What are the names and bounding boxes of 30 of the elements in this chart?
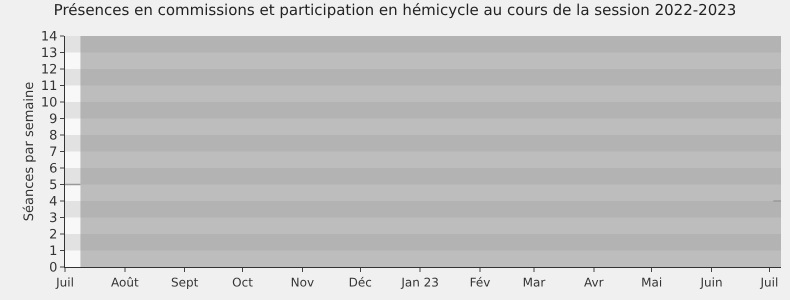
y-tick-label: 8 — [49, 128, 58, 144]
chart-title: Présences en commissions et participation en hémicycle au cours de la session 2022-2023 — [54, 1, 736, 19]
y-tick-label: 10 — [40, 96, 58, 111]
y-tick-label: 2 — [49, 228, 58, 243]
y-tick-label: 13 — [40, 46, 58, 62]
y-tick-label: 6 — [49, 162, 58, 177]
y-tick-label: 14 — [40, 30, 58, 45]
x-tick-label: Oct — [232, 275, 254, 290]
x-tick-label: Mar — [522, 275, 546, 290]
x-tick-label: Jan 23 — [400, 275, 439, 290]
x-tick-label: Août — [111, 275, 139, 290]
x-tick-label: Fév — [470, 275, 490, 290]
y-tick-label: 5 — [49, 178, 58, 194]
y-tick-label: 12 — [40, 62, 58, 78]
y-tick-label: 1 — [49, 244, 58, 260]
y-tick-label: 9 — [49, 112, 58, 128]
x-tick-label: Juil — [55, 275, 74, 290]
x-tick-label: Déc — [348, 275, 372, 290]
x-tick-label: Nov — [290, 275, 314, 290]
y-axis-title: Séances par semaine — [22, 82, 37, 222]
y-tick-label: 11 — [40, 79, 58, 94]
y-tick-label: 3 — [49, 211, 58, 226]
x-tick-label: Avr — [584, 275, 604, 290]
y-tick-label: 4 — [49, 194, 58, 210]
x-tick-label: Juil — [760, 275, 778, 290]
y-tick-label: 0 — [49, 260, 58, 276]
x-tick-label: Juin — [699, 275, 723, 290]
y-tick-label: 7 — [49, 145, 58, 160]
x-tick-label: Mai — [641, 275, 662, 290]
x-tick-label: Sept — [170, 275, 199, 290]
